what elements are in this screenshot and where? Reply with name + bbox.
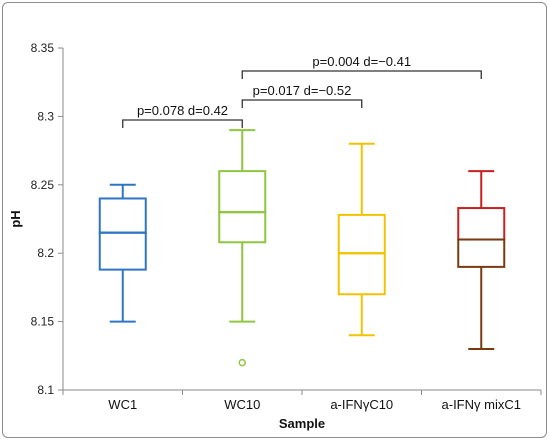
category-labels: WC1 WC10 a-IFNγC10 a-IFNγ mixC1 xyxy=(62,390,542,412)
x-axis-title: Sample xyxy=(279,416,325,431)
significance-label: p=0.004 d=−0.41 xyxy=(312,54,411,69)
box-1 xyxy=(98,183,147,323)
significance-label: p=0.017 d=−0.52 xyxy=(253,83,352,98)
y-tick-label: 8.35 xyxy=(31,41,55,55)
axes xyxy=(62,48,541,391)
significance-annotation: p=0.004 d=−0.41 xyxy=(241,54,482,79)
y-tick-label: 8.1 xyxy=(37,383,54,397)
box-4 xyxy=(457,170,506,350)
box-3 xyxy=(337,142,386,337)
box-2 xyxy=(218,129,267,367)
x-tick-label: a-IFNγ mixC1 xyxy=(442,397,521,412)
y-tick-label: 8.25 xyxy=(31,178,55,192)
box-upper xyxy=(457,207,506,241)
y-ticks: 8.1 8.15 8.2 8.25 8.3 8.35 xyxy=(31,41,63,397)
box-lower xyxy=(457,238,506,268)
significance-label: p=0.078 d=0.42 xyxy=(137,103,228,118)
box-lower xyxy=(337,252,386,296)
outlier-point xyxy=(238,358,246,367)
x-tick-label: WC1 xyxy=(108,397,137,412)
box-lower xyxy=(98,231,147,271)
significance-bracket xyxy=(122,119,243,128)
boxes xyxy=(98,129,506,367)
x-tick-label: a-IFNγC10 xyxy=(330,397,393,412)
box-lower xyxy=(218,211,267,244)
box-upper xyxy=(218,170,267,214)
x-tick-label: WC10 xyxy=(224,397,260,412)
annotations: p=0.078 d=0.42 p=0.017 d=−0.52 p=0.004 d=−… xyxy=(122,54,482,128)
y-tick-label: 8.3 xyxy=(37,109,54,123)
y-axis-title: pH xyxy=(8,210,23,227)
significance-annotation: p=0.017 d=−0.52 xyxy=(241,83,363,108)
box-upper xyxy=(98,197,147,234)
y-tick-label: 8.15 xyxy=(31,315,55,329)
box-upper xyxy=(337,213,386,255)
significance-annotation: p=0.078 d=0.42 xyxy=(122,103,243,128)
significance-bracket xyxy=(241,70,482,79)
y-tick-label: 8.2 xyxy=(37,246,54,260)
significance-bracket xyxy=(241,99,363,108)
chart-frame xyxy=(2,2,547,438)
